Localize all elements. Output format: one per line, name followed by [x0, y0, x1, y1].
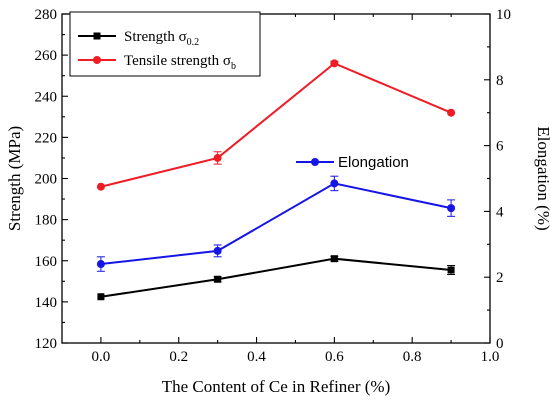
series-layer — [96, 59, 456, 301]
y-tick-label: 120 — [35, 336, 58, 352]
y2-tick-label: 8 — [496, 73, 504, 89]
data-point — [447, 266, 455, 274]
x-tick-label: 0.8 — [403, 349, 422, 365]
y-tick-label: 260 — [35, 48, 58, 64]
data-point — [447, 108, 456, 117]
y2-tick-label: 10 — [496, 7, 511, 23]
legend-tensile-marker — [93, 56, 101, 64]
legend-elongation-marker — [311, 158, 319, 166]
legend-tensile-label: Tensile strength σb — [124, 53, 236, 72]
legend-elongation: Elongation — [296, 154, 409, 171]
x-tick-label: 0.0 — [92, 349, 111, 365]
y-tick-label: 220 — [35, 130, 58, 146]
series-2 — [96, 175, 456, 272]
data-point — [97, 293, 105, 301]
data-point — [330, 179, 339, 188]
y-tick-label: 160 — [35, 254, 58, 270]
legend-box — [69, 11, 261, 77]
series-line — [100, 62, 452, 188]
series-line — [100, 182, 452, 266]
data-point — [330, 59, 339, 68]
y2-tick-label: 4 — [496, 204, 504, 220]
series-0 — [97, 255, 456, 301]
data-point — [330, 255, 338, 263]
legend-strength-marker — [93, 32, 101, 40]
data-point — [214, 275, 222, 283]
legend-elongation-label: Elongation — [338, 154, 409, 171]
y-axis-title: Strength (MPa) — [5, 126, 24, 231]
data-point — [96, 260, 105, 269]
legend-strength-label: Strength σ0.2 — [124, 29, 199, 48]
y2-tick-label: 6 — [496, 139, 504, 155]
series-1 — [96, 59, 456, 191]
y2-axis-title: Elongation (%) — [534, 126, 550, 230]
x-tick-label: 0.2 — [169, 349, 188, 365]
x-axis-title: The Content of Ce in Refiner (%) — [162, 377, 391, 396]
y2-tick-label: 0 — [496, 336, 504, 352]
y-tick-label: 200 — [35, 172, 58, 188]
x-tick-label: 1.0 — [481, 349, 500, 365]
data-point — [213, 246, 222, 255]
data-point — [447, 204, 456, 213]
y-tick-label: 240 — [35, 89, 58, 105]
y-tick-label: 280 — [35, 7, 58, 23]
axes: 0.0 0.2 0.4 0.6 0.8 1.01201401601802002202402… — [5, 7, 550, 396]
series-line — [100, 257, 452, 298]
x-tick-label: 0.4 — [247, 349, 266, 365]
y2-tick-label: 2 — [496, 270, 504, 286]
legend-strength: Strength σ0.2 Tensile strength σb — [69, 11, 261, 77]
y-tick-label: 140 — [35, 295, 58, 311]
y-tick-label: 180 — [35, 213, 58, 229]
x-tick-label: 0.6 — [325, 349, 344, 365]
data-point — [96, 182, 105, 191]
data-point — [213, 153, 222, 162]
